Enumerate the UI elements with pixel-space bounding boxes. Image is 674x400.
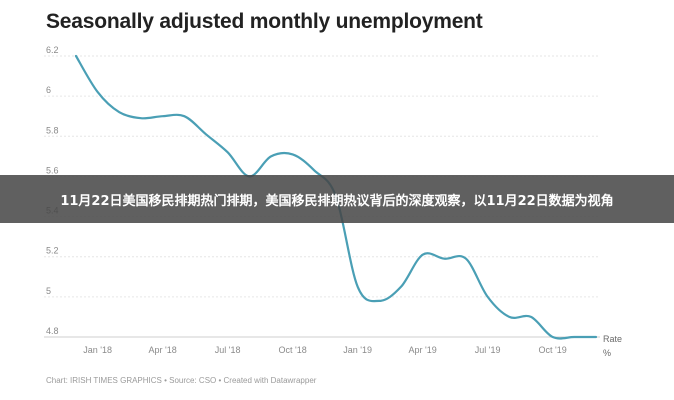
- y-tick-label: 6: [46, 85, 51, 95]
- y-tick-label: 4.8: [46, 326, 59, 336]
- unit-label-percent: %: [603, 348, 611, 358]
- x-tick-label: Apr '18: [149, 345, 177, 355]
- x-tick-label: Jul '18: [215, 345, 241, 355]
- banner-text: 11月22日美国移民排期热门排期，美国移民排期热议背后的深度观察，以11月22日…: [60, 193, 614, 209]
- overlay-banner: 11月22日美国移民排期热门排期，美国移民排期热议背后的深度观察，以11月22日…: [0, 175, 674, 223]
- chart-footer: Chart: IRISH TIMES GRAPHICS • Source: CS…: [46, 376, 317, 385]
- x-tick-label: Oct '18: [279, 345, 307, 355]
- y-tick-label: 5.2: [46, 246, 59, 256]
- x-tick-label: Jan '18: [83, 345, 112, 355]
- x-tick-label: Oct '19: [539, 345, 567, 355]
- x-axis-ticks: Jan '18 Apr '18 Jul '18 Oct '18 Jan '19 Apr '…: [83, 345, 566, 355]
- x-tick-label: Jul '19: [475, 345, 501, 355]
- y-tick-label: 5: [46, 286, 51, 296]
- x-tick-label: Apr '19: [409, 345, 437, 355]
- x-tick-label: Jan '19: [343, 345, 372, 355]
- y-tick-label: 5.8: [46, 125, 59, 135]
- unit-label-rate: Rate: [603, 334, 622, 344]
- chart-title: Seasonally adjusted monthly unemployment: [46, 10, 483, 33]
- y-tick-label: 6.2: [46, 45, 59, 55]
- y-tick-label: 5.6: [46, 165, 59, 175]
